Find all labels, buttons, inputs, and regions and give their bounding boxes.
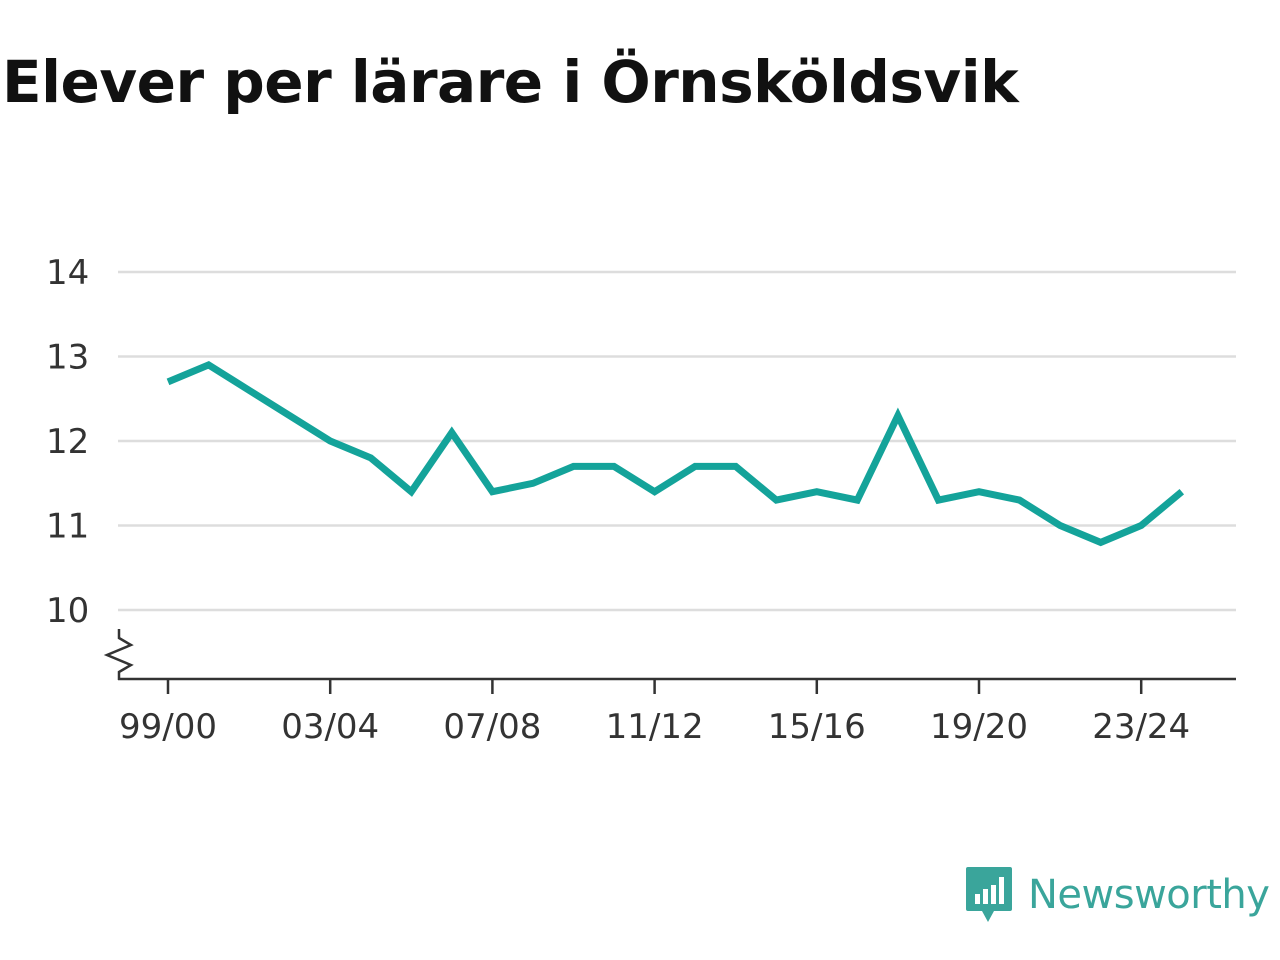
bar-chart-speech-bubble-icon (966, 867, 1012, 922)
x-tick-labels: 99/00 03/04 07/08 11/12 15/16 19/20 23/24 (119, 707, 1190, 747)
brand-name: Newsworthy (1028, 872, 1270, 918)
y-tick-label-12: 12 (46, 422, 89, 462)
x-tick-label-19-20: 19/20 (930, 707, 1028, 747)
series-line-0 (166, 360, 1185, 547)
x-axis (103, 629, 1236, 694)
x-tick-label-03-04: 03/04 (281, 707, 379, 747)
y-axis-break-icon (103, 629, 134, 680)
x-tick-label-99-00: 99/00 (119, 707, 217, 747)
y-tick-label-10: 10 (46, 591, 89, 631)
series-layer (166, 360, 1185, 547)
grid-lines (118, 270, 1236, 612)
y-tick-label-11: 11 (46, 507, 89, 547)
y-tick-labels: 10 11 12 13 14 (46, 253, 89, 631)
y-tick-label-13: 13 (46, 338, 89, 378)
x-tick-label-07-08: 07/08 (443, 707, 541, 747)
x-tick-label-11-12: 11/12 (606, 707, 704, 747)
x-tick-label-15-16: 15/16 (768, 707, 866, 747)
y-tick-label-14: 14 (46, 253, 89, 293)
x-tick-label-23-24: 23/24 (1092, 707, 1190, 747)
chart-title: Elever per lärare i Örnsköldsvik (2, 48, 1019, 116)
newsworthy-logo: Newsworthy (964, 864, 1270, 926)
